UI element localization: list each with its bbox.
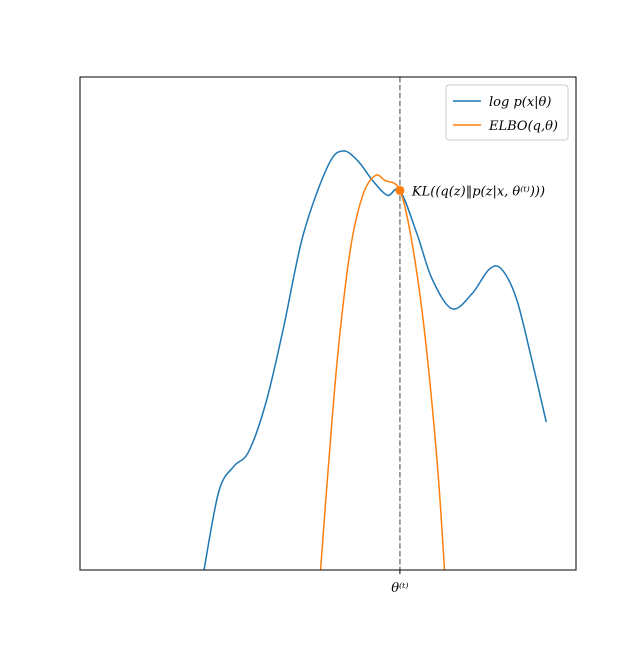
x-axis-ticks: θ⁽ᵗ⁾ bbox=[391, 570, 409, 596]
plot-area bbox=[80, 77, 576, 570]
annotation-point-0 bbox=[395, 185, 405, 195]
annotation-label-0: KL((q(z)‖p(z|x, θ⁽ᵗ⁾))) bbox=[411, 184, 545, 199]
legend: log p(x|θ) ELBO(q,θ) bbox=[445, 84, 569, 141]
series-line-0 bbox=[203, 150, 547, 570]
series-layer bbox=[203, 77, 547, 570]
legend-label-0: log p(x|θ) bbox=[489, 95, 551, 110]
axes-frame bbox=[79, 76, 577, 571]
x-tick-label-0: θ⁽ᵗ⁾ bbox=[391, 581, 408, 596]
legend-label-1: ELBO(q,θ) bbox=[488, 119, 558, 134]
series-line-1 bbox=[319, 174, 446, 570]
marker-layer: KL((q(z)‖p(z|x, θ⁽ᵗ⁾))) bbox=[395, 184, 545, 199]
legend-box bbox=[445, 84, 569, 141]
